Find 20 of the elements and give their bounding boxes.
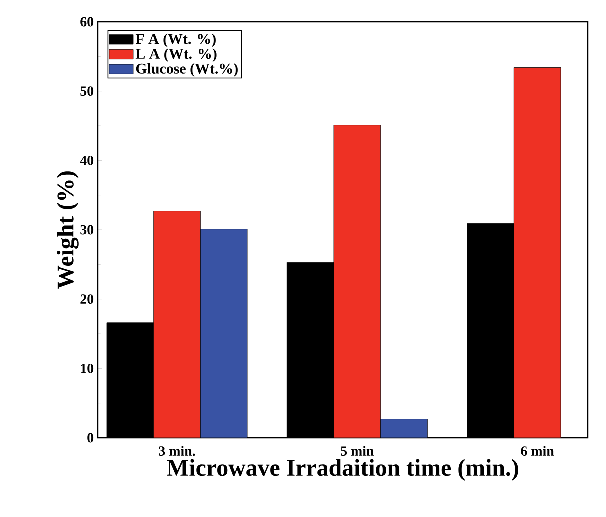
- y-tick-label: 10: [81, 364, 94, 374]
- x-tick-label: 5 min: [341, 446, 374, 456]
- legend-label: L A (Wt. %): [136, 48, 217, 62]
- bar: [514, 68, 562, 438]
- y-axis-title: Weight (%): [57, 172, 79, 290]
- bar: [200, 229, 248, 438]
- bar: [154, 211, 201, 438]
- x-axis-title: Microwave Irradaition time (min.): [167, 459, 518, 481]
- y-tick-label: 30: [80, 225, 94, 235]
- y-tick-label: 0: [88, 433, 94, 443]
- y-tick-label: 40: [80, 156, 94, 166]
- legend-label: Glucose (Wt.%): [136, 63, 238, 77]
- y-tick-label: 50: [80, 86, 94, 96]
- bar: [334, 125, 382, 438]
- x-tick-label: 6 min: [521, 446, 554, 456]
- bar: [380, 419, 428, 438]
- legend-label: F A (Wt. %): [136, 34, 216, 48]
- y-tick-label: 20: [80, 294, 94, 304]
- x-tick-label: 3 min.: [159, 446, 196, 456]
- y-tick-label: 60: [80, 17, 94, 27]
